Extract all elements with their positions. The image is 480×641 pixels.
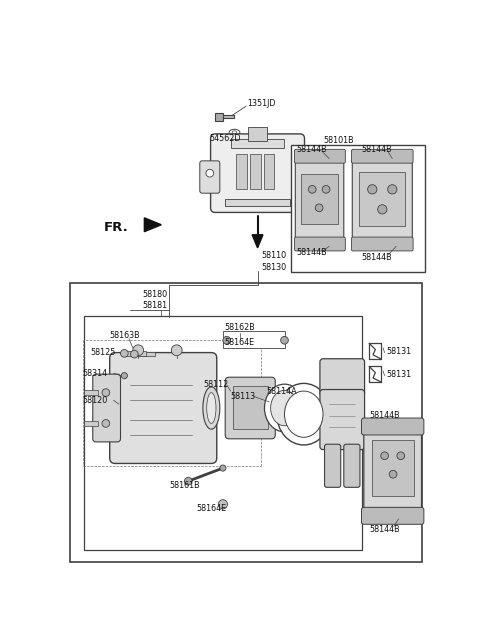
Circle shape: [120, 349, 128, 357]
Ellipse shape: [203, 387, 220, 429]
Bar: [223, 331, 285, 348]
Text: 1351JD: 1351JD: [248, 99, 276, 108]
Bar: [84, 421, 98, 426]
Ellipse shape: [207, 393, 216, 424]
FancyBboxPatch shape: [225, 377, 275, 439]
Ellipse shape: [232, 131, 237, 134]
Circle shape: [102, 420, 110, 428]
Circle shape: [171, 345, 182, 356]
FancyBboxPatch shape: [211, 134, 304, 212]
Ellipse shape: [264, 384, 304, 432]
Circle shape: [315, 204, 323, 212]
Circle shape: [131, 350, 138, 358]
Bar: [223, 115, 234, 119]
Bar: [124, 351, 146, 356]
Circle shape: [102, 389, 110, 397]
FancyBboxPatch shape: [320, 359, 365, 395]
Text: 58131: 58131: [386, 370, 411, 379]
Text: 58144B: 58144B: [369, 525, 400, 534]
Bar: [138, 352, 155, 356]
Bar: [233, 387, 267, 429]
Text: 58131: 58131: [386, 347, 411, 356]
Text: 58180: 58180: [142, 290, 167, 299]
Circle shape: [381, 452, 388, 460]
Text: 58113: 58113: [230, 392, 256, 401]
FancyBboxPatch shape: [295, 237, 345, 251]
FancyBboxPatch shape: [351, 149, 413, 163]
FancyBboxPatch shape: [351, 237, 413, 251]
FancyBboxPatch shape: [295, 149, 345, 163]
Text: 54562D: 54562D: [210, 134, 241, 143]
Circle shape: [322, 185, 330, 193]
Bar: [301, 174, 337, 224]
Text: 58110: 58110: [262, 251, 287, 260]
Bar: [291, 145, 425, 272]
Text: 58164E: 58164E: [225, 338, 254, 347]
Ellipse shape: [229, 129, 240, 135]
Ellipse shape: [271, 390, 299, 426]
Text: 58162B: 58162B: [225, 322, 255, 331]
Text: 58120: 58120: [83, 396, 108, 405]
FancyBboxPatch shape: [110, 353, 217, 463]
FancyBboxPatch shape: [352, 157, 412, 240]
Bar: [236, 154, 247, 188]
FancyBboxPatch shape: [364, 428, 421, 512]
Circle shape: [388, 185, 397, 194]
Circle shape: [281, 337, 288, 344]
Ellipse shape: [285, 391, 323, 437]
Bar: [225, 199, 290, 206]
Text: 58125: 58125: [90, 348, 116, 357]
Circle shape: [220, 465, 226, 471]
FancyBboxPatch shape: [361, 507, 424, 524]
Text: 58161B: 58161B: [169, 481, 200, 490]
Circle shape: [378, 204, 387, 214]
Text: 58314: 58314: [83, 369, 108, 378]
Bar: [84, 315, 361, 551]
Text: 58101B: 58101B: [323, 135, 354, 145]
Circle shape: [368, 185, 377, 194]
Circle shape: [389, 470, 397, 478]
Circle shape: [121, 372, 127, 379]
FancyBboxPatch shape: [320, 390, 365, 449]
FancyBboxPatch shape: [200, 161, 220, 193]
Text: 58114A: 58114A: [266, 387, 297, 395]
Text: 58144B: 58144B: [361, 253, 392, 262]
Polygon shape: [252, 235, 263, 248]
Text: 58163B: 58163B: [109, 331, 140, 340]
Text: 58144B: 58144B: [369, 412, 400, 420]
FancyBboxPatch shape: [324, 444, 341, 487]
Bar: [248, 127, 267, 141]
Text: 58112: 58112: [204, 380, 229, 390]
Text: FR.: FR.: [104, 221, 128, 233]
Circle shape: [308, 185, 316, 193]
Text: 58181: 58181: [142, 301, 167, 310]
Bar: [84, 390, 98, 395]
Bar: [372, 440, 414, 495]
Circle shape: [133, 345, 144, 356]
FancyBboxPatch shape: [295, 157, 344, 240]
FancyBboxPatch shape: [361, 418, 424, 435]
Text: 58144B: 58144B: [296, 248, 327, 257]
Circle shape: [223, 337, 230, 344]
Text: 58144B: 58144B: [361, 145, 392, 154]
Circle shape: [218, 499, 228, 509]
Bar: [71, 283, 421, 562]
FancyBboxPatch shape: [295, 161, 315, 193]
Circle shape: [184, 478, 192, 485]
FancyBboxPatch shape: [93, 374, 120, 442]
Bar: [227, 338, 285, 342]
Bar: [250, 154, 261, 188]
FancyBboxPatch shape: [344, 444, 360, 487]
Ellipse shape: [277, 383, 331, 445]
Bar: [359, 172, 406, 226]
Polygon shape: [144, 218, 161, 231]
Text: 58144B: 58144B: [296, 145, 327, 154]
Circle shape: [397, 452, 405, 460]
Bar: [230, 138, 285, 148]
Circle shape: [206, 169, 214, 177]
Bar: [264, 154, 275, 188]
Text: 58164E: 58164E: [196, 504, 226, 513]
Text: 58130: 58130: [262, 263, 287, 272]
Bar: [215, 113, 223, 121]
